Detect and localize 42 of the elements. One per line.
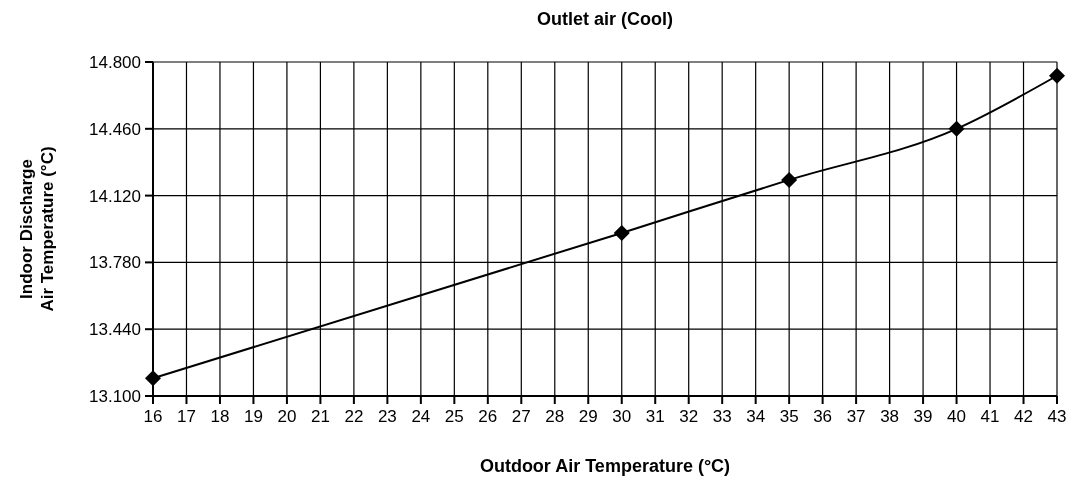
point bbox=[613, 224, 630, 241]
x-axis-title: Outdoor Air Temperature (°C) bbox=[479, 456, 731, 476]
x-tick-label: 24 bbox=[411, 407, 431, 426]
x-tick-label: 30 bbox=[612, 407, 632, 426]
point bbox=[145, 370, 161, 387]
x-tick-label: 21 bbox=[310, 407, 330, 426]
point bbox=[781, 171, 798, 188]
x-tick-label: 26 bbox=[478, 407, 498, 426]
y-tick-label: 13.100 bbox=[89, 386, 141, 406]
x-tick-label: 40 bbox=[947, 407, 967, 426]
y-tick-label: 13.440 bbox=[89, 320, 141, 340]
x-tick-label: 43 bbox=[1047, 407, 1067, 426]
y-tick-label: 13.780 bbox=[89, 253, 141, 273]
x-tick-label: 29 bbox=[578, 407, 598, 426]
x-tick-label: 22 bbox=[344, 407, 364, 426]
x-tick-label: 37 bbox=[846, 407, 866, 426]
y-tick-label: 14.120 bbox=[89, 186, 141, 206]
x-tick-label: 32 bbox=[679, 407, 699, 426]
x-tick-label: 28 bbox=[545, 407, 565, 426]
x-tick-label: 35 bbox=[779, 407, 799, 426]
x-tick-label: 18 bbox=[210, 407, 230, 426]
x-tick-label: 31 bbox=[645, 407, 665, 426]
x-tick-label: 41 bbox=[980, 407, 1000, 426]
point bbox=[1049, 67, 1065, 84]
x-tick-label: 25 bbox=[444, 407, 464, 426]
x-tick-label: 17 bbox=[177, 407, 196, 426]
x-tick-label: 19 bbox=[243, 407, 263, 426]
x-tick-label: 20 bbox=[277, 407, 297, 426]
y-tick-label: 14.800 bbox=[89, 52, 141, 72]
point bbox=[948, 120, 965, 137]
x-tick-label: 38 bbox=[880, 407, 900, 426]
y-axis-title: Indoor Discharge Air Temperature (°C) bbox=[17, 146, 57, 312]
y-tick-label: 14.460 bbox=[89, 119, 141, 139]
x-tick-label: 27 bbox=[511, 407, 531, 426]
x-tick-label: 36 bbox=[813, 407, 833, 426]
x-tick-label: 33 bbox=[712, 407, 732, 426]
x-tick-label: 39 bbox=[913, 407, 933, 426]
chart-title: Outlet air (Cool) bbox=[537, 9, 673, 29]
x-tick-label: 42 bbox=[1014, 407, 1033, 426]
x-tick-label: 16 bbox=[143, 407, 163, 426]
x-tick-label: 23 bbox=[377, 407, 397, 426]
x-tick-label: 34 bbox=[746, 407, 766, 426]
